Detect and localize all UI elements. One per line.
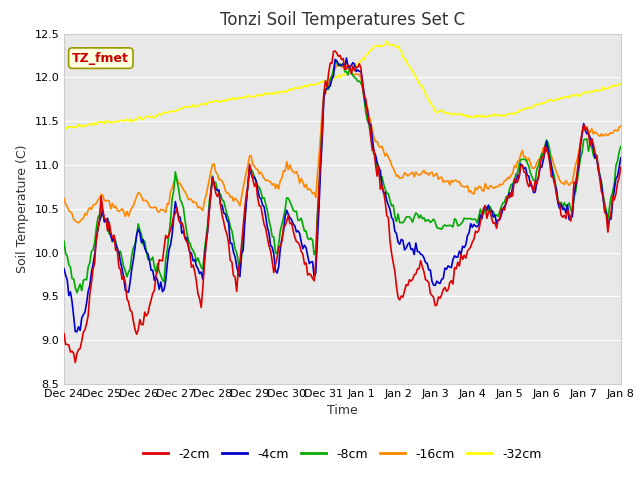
Legend: -2cm, -4cm, -8cm, -16cm, -32cm: -2cm, -4cm, -8cm, -16cm, -32cm bbox=[138, 443, 547, 466]
X-axis label: Time: Time bbox=[327, 405, 358, 418]
Y-axis label: Soil Temperature (C): Soil Temperature (C) bbox=[16, 144, 29, 273]
Title: Tonzi Soil Temperatures Set C: Tonzi Soil Temperatures Set C bbox=[220, 11, 465, 29]
Text: TZ_fmet: TZ_fmet bbox=[72, 52, 129, 65]
